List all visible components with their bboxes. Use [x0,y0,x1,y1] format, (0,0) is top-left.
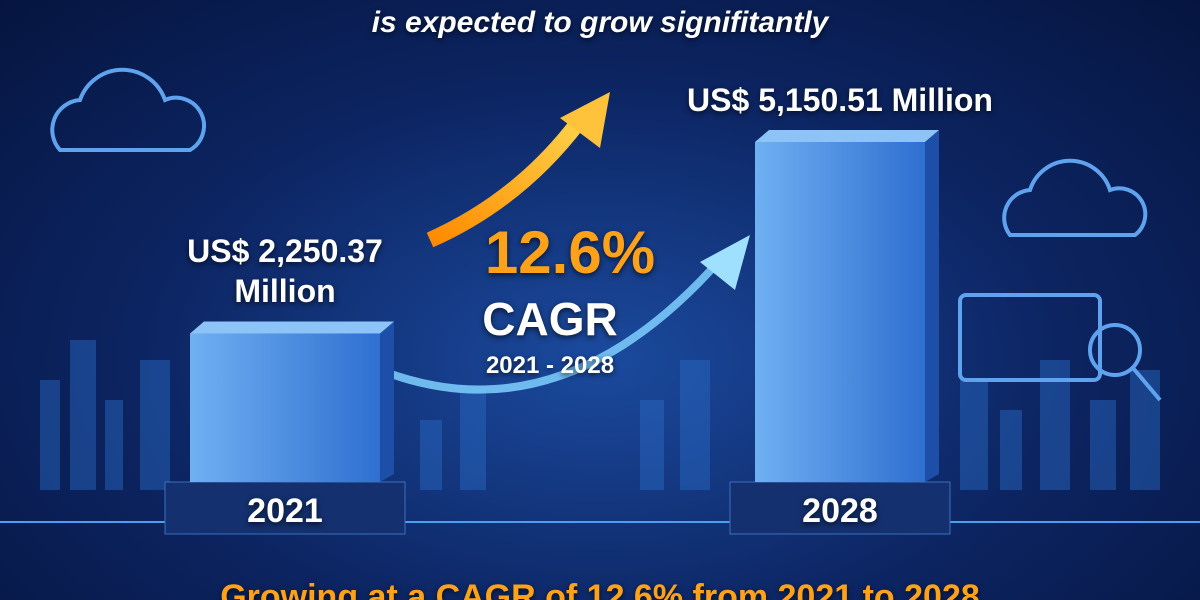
pedestal [729,481,951,535]
bar [190,333,380,482]
value-label: US$ 5,150.51 Million [687,82,993,118]
city-decor [40,340,1160,490]
bar-side [925,130,939,482]
value-label: US$ 2,250.37 Million [187,233,383,310]
cagr-label: CAGR [482,293,618,345]
growth-arrow [378,257,723,394]
cloud-icon [50,67,1162,402]
title: is expected to grow signifitantly [371,6,829,39]
category-label: 2021 [247,492,323,530]
bar-top [755,130,939,142]
bar-side [380,321,394,482]
cagr-period: 2021 - 2028 [485,352,615,379]
bar-top [190,321,394,334]
bar [755,142,925,482]
growth-arrow-head [700,235,750,290]
category-label: 2028 [802,492,878,530]
growth-arrow [426,115,587,248]
footer: Growing at a CAGR of 12.6% from 2021 to … [220,578,980,600]
cagr-value: 12.6% [484,219,656,286]
growth-arrow-head [560,92,610,148]
pedestal [164,481,406,535]
